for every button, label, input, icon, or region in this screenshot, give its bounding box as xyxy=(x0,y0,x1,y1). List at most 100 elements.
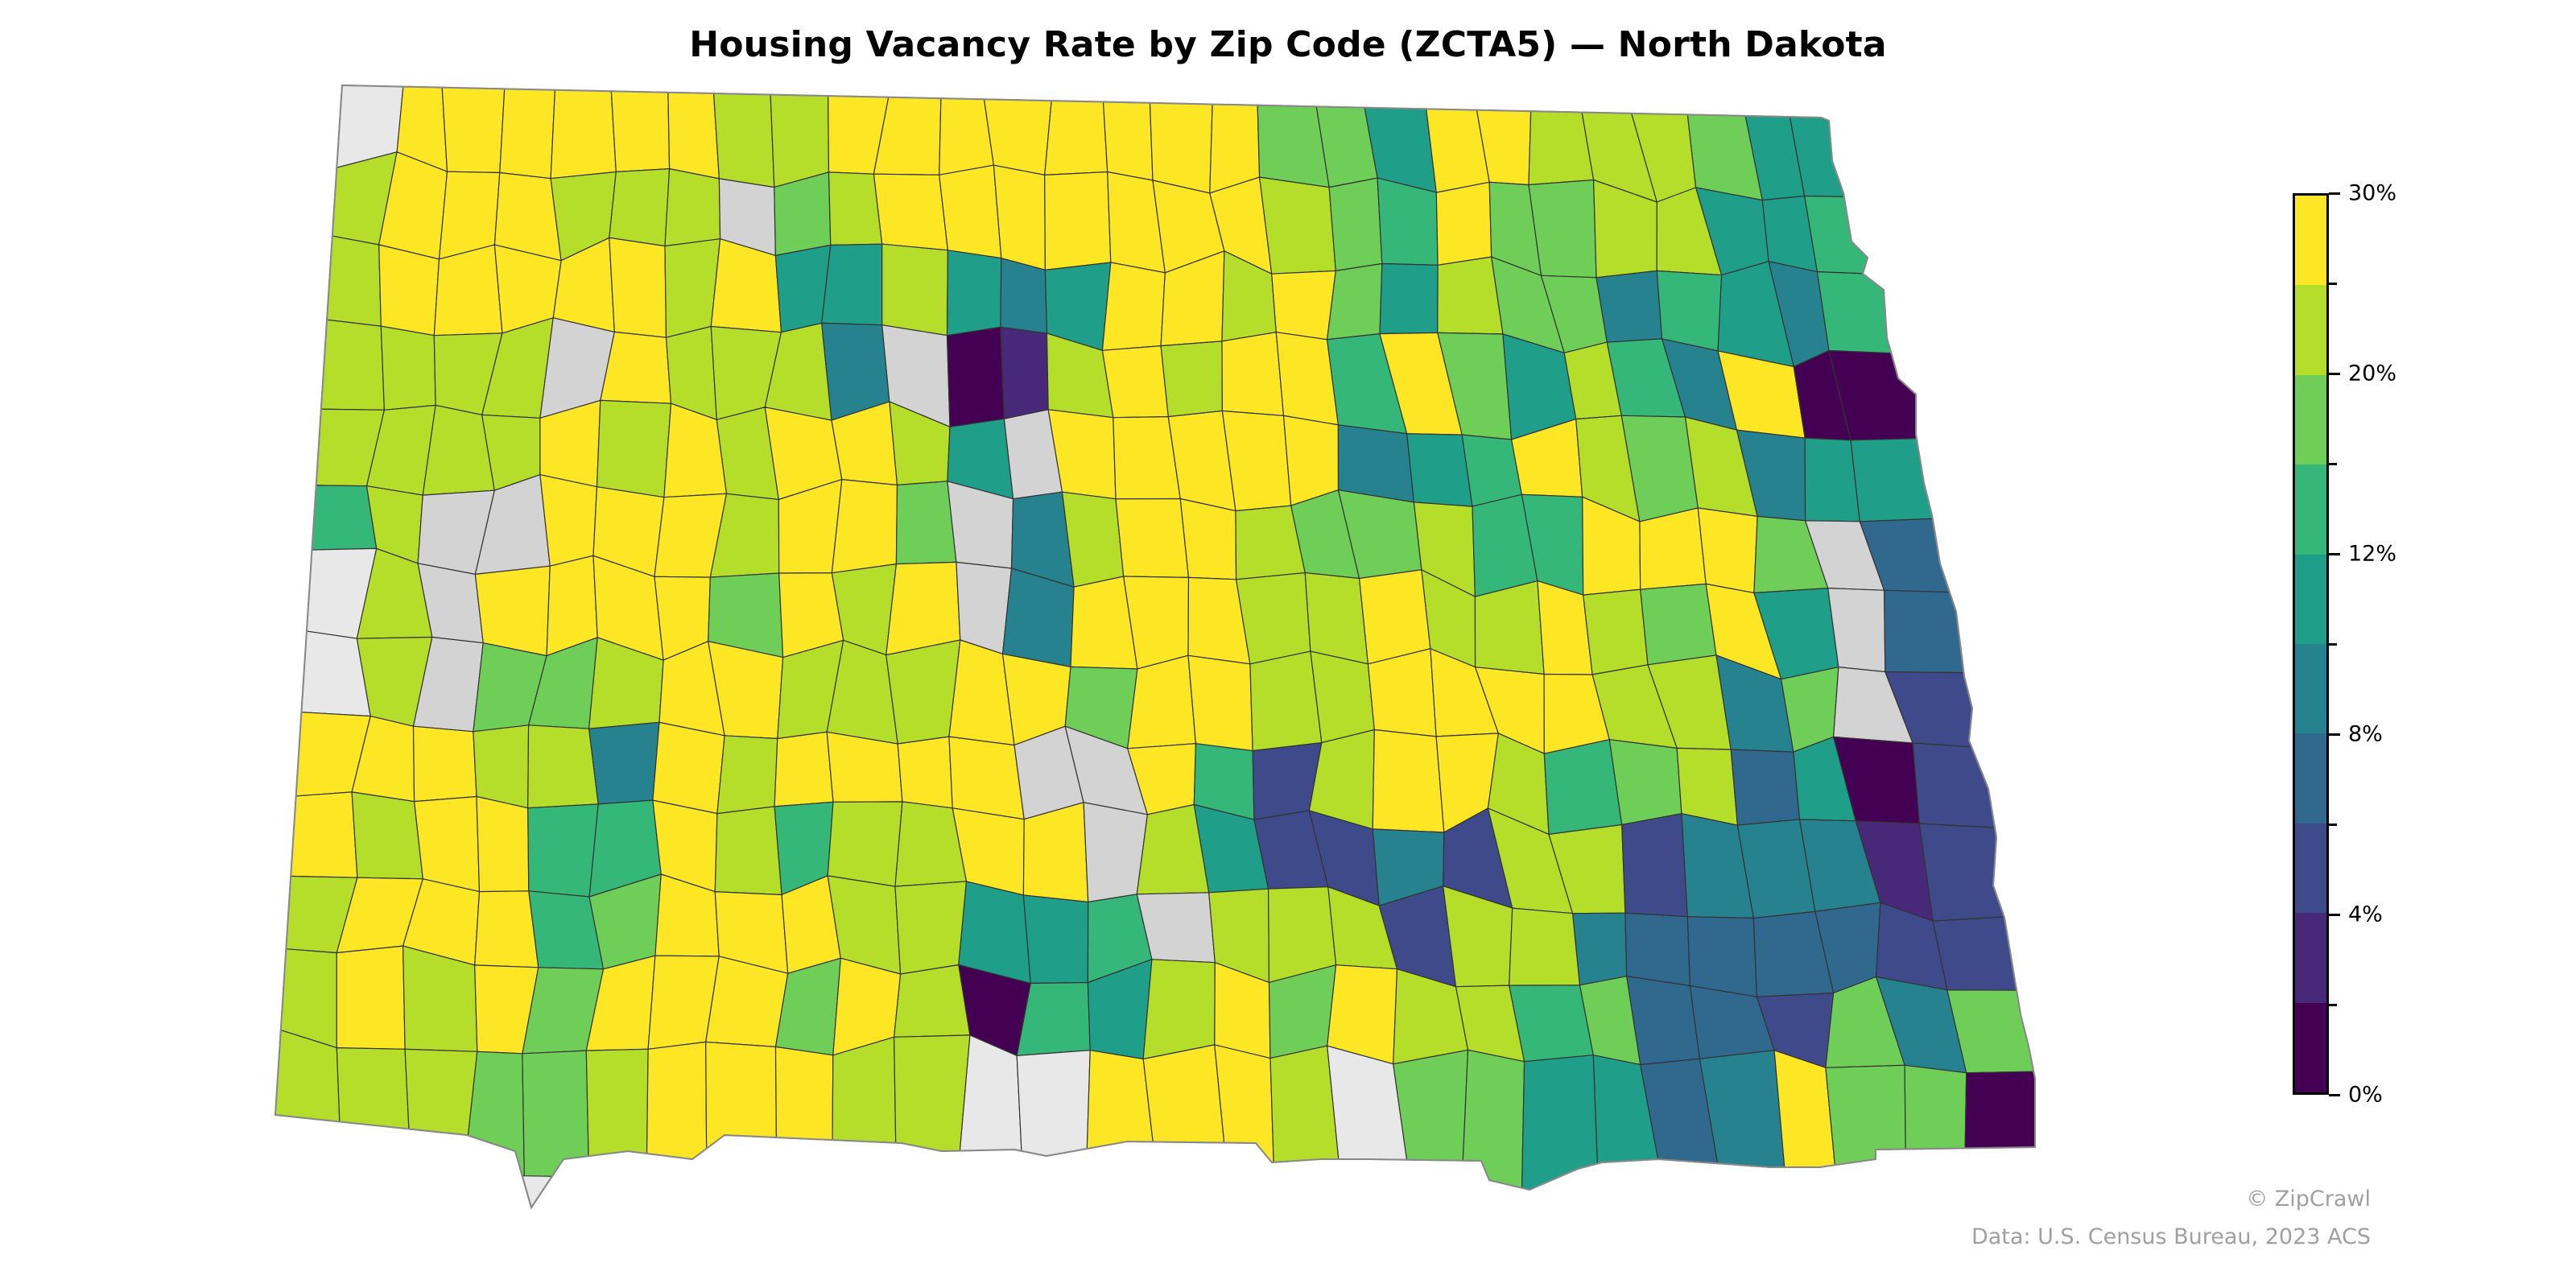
colorbar-tick-label: 8% xyxy=(2348,721,2383,747)
zip-region xyxy=(474,890,539,968)
colorbar-bin xyxy=(2295,913,2326,1003)
zip-region xyxy=(275,946,337,1049)
zip-region xyxy=(1912,742,2035,833)
zip-region xyxy=(895,481,957,565)
colorbar-minor-tick xyxy=(2329,462,2337,465)
zip-region xyxy=(774,731,834,807)
zip-region xyxy=(1022,894,1089,985)
zip-region xyxy=(894,881,968,975)
colorbar-major-tick xyxy=(2329,372,2340,375)
zip-region xyxy=(886,561,961,656)
zip-region xyxy=(1509,907,1581,986)
zip-region xyxy=(982,90,1053,176)
zip-region xyxy=(1337,424,1415,503)
colorbar-minor-tick xyxy=(2329,823,2337,826)
zip-region xyxy=(610,85,671,173)
zip-region xyxy=(1102,93,1154,181)
zip-region xyxy=(652,721,725,815)
zip-region xyxy=(893,1034,971,1185)
zip-region xyxy=(596,399,672,498)
zip-region xyxy=(993,164,1046,271)
zip-region xyxy=(893,964,971,1038)
zip-region xyxy=(1022,802,1089,903)
zip-region xyxy=(527,803,599,898)
zip-region xyxy=(1187,654,1253,752)
colorbar-major-tick xyxy=(2329,733,2340,736)
zip-region xyxy=(275,1022,342,1174)
colorbar-tick-label: 4% xyxy=(2348,902,2383,927)
zip-region xyxy=(1624,912,1691,987)
zip-region xyxy=(1686,916,1758,998)
zip-region xyxy=(302,230,382,327)
zip-region xyxy=(705,956,789,1048)
colorbar-bin xyxy=(2295,733,2326,824)
zip-region xyxy=(1699,1050,1788,1200)
zip-region xyxy=(948,736,1025,820)
zip-region xyxy=(499,85,556,180)
zip-region xyxy=(1372,729,1445,833)
zip-region xyxy=(588,721,660,805)
zip-region xyxy=(1656,270,1723,352)
zip-region xyxy=(1358,569,1431,665)
zip-region xyxy=(527,724,599,809)
zip-region xyxy=(1115,497,1190,579)
colorbar-major-tick xyxy=(2329,1093,2340,1096)
zip-region xyxy=(1310,650,1375,744)
zip-region xyxy=(1596,270,1663,343)
zip-region xyxy=(440,85,506,174)
colorbar-bin xyxy=(2295,554,2326,645)
zip-region xyxy=(1393,1049,1469,1194)
zip-region xyxy=(1803,195,1974,279)
copyright-credit: © ZipCrawl xyxy=(2246,1187,2371,1212)
zip-region xyxy=(1406,433,1473,507)
zip-region xyxy=(1367,648,1437,737)
colorbar-tick-label: 20% xyxy=(2348,361,2397,386)
zip-region xyxy=(1639,507,1707,590)
zip-region xyxy=(1000,257,1048,334)
zip-region xyxy=(550,85,617,180)
zip-region xyxy=(412,725,477,803)
zip-region xyxy=(1377,177,1439,266)
zip-region xyxy=(886,639,961,745)
zip-region xyxy=(1904,1064,1967,1203)
zip-region xyxy=(433,244,503,336)
zip-region xyxy=(1282,415,1340,506)
zip-region xyxy=(474,565,551,657)
colorbar-bin xyxy=(2295,464,2326,555)
zip-region xyxy=(378,244,440,336)
zip-region xyxy=(1946,989,2035,1074)
zip-region xyxy=(1044,92,1108,176)
zip-region xyxy=(609,167,671,247)
colorbar-tick-label: 30% xyxy=(2348,180,2397,206)
zip-region xyxy=(351,791,423,880)
chart-title: Housing Vacancy Rate by Zip Code (ZCTA5)… xyxy=(689,24,1887,65)
zip-region xyxy=(897,736,953,809)
zip-region xyxy=(1608,739,1682,826)
zip-region xyxy=(1816,270,1989,358)
zip-region xyxy=(1571,912,1628,986)
colorbar-major-tick xyxy=(2329,552,2340,555)
zip-region xyxy=(296,316,386,411)
zip-region xyxy=(609,237,667,338)
zip-region xyxy=(380,325,436,411)
zip-region xyxy=(1127,654,1197,749)
zip-region xyxy=(1543,738,1623,836)
zip-region xyxy=(1016,1050,1091,1187)
colorbar-tick-label: 0% xyxy=(2348,1082,2383,1108)
zip-region xyxy=(1787,107,1959,200)
zip-region xyxy=(539,473,598,567)
zip-region xyxy=(1249,650,1323,752)
zip-region xyxy=(1730,749,1801,826)
colorbar-minor-tick xyxy=(2329,1003,2337,1006)
zip-region xyxy=(1963,1069,2035,1207)
zip-region xyxy=(712,85,775,188)
zip-region xyxy=(1825,1064,1907,1202)
zip-region xyxy=(716,735,778,815)
zip-region xyxy=(585,1048,649,1179)
colorbar-tick-label: 12% xyxy=(2348,541,2397,567)
zip-region xyxy=(1214,1044,1275,1191)
zip-region xyxy=(404,1048,478,1175)
zip-region xyxy=(1142,1044,1229,1190)
zip-region xyxy=(1101,345,1169,419)
zip-region xyxy=(336,945,406,1050)
